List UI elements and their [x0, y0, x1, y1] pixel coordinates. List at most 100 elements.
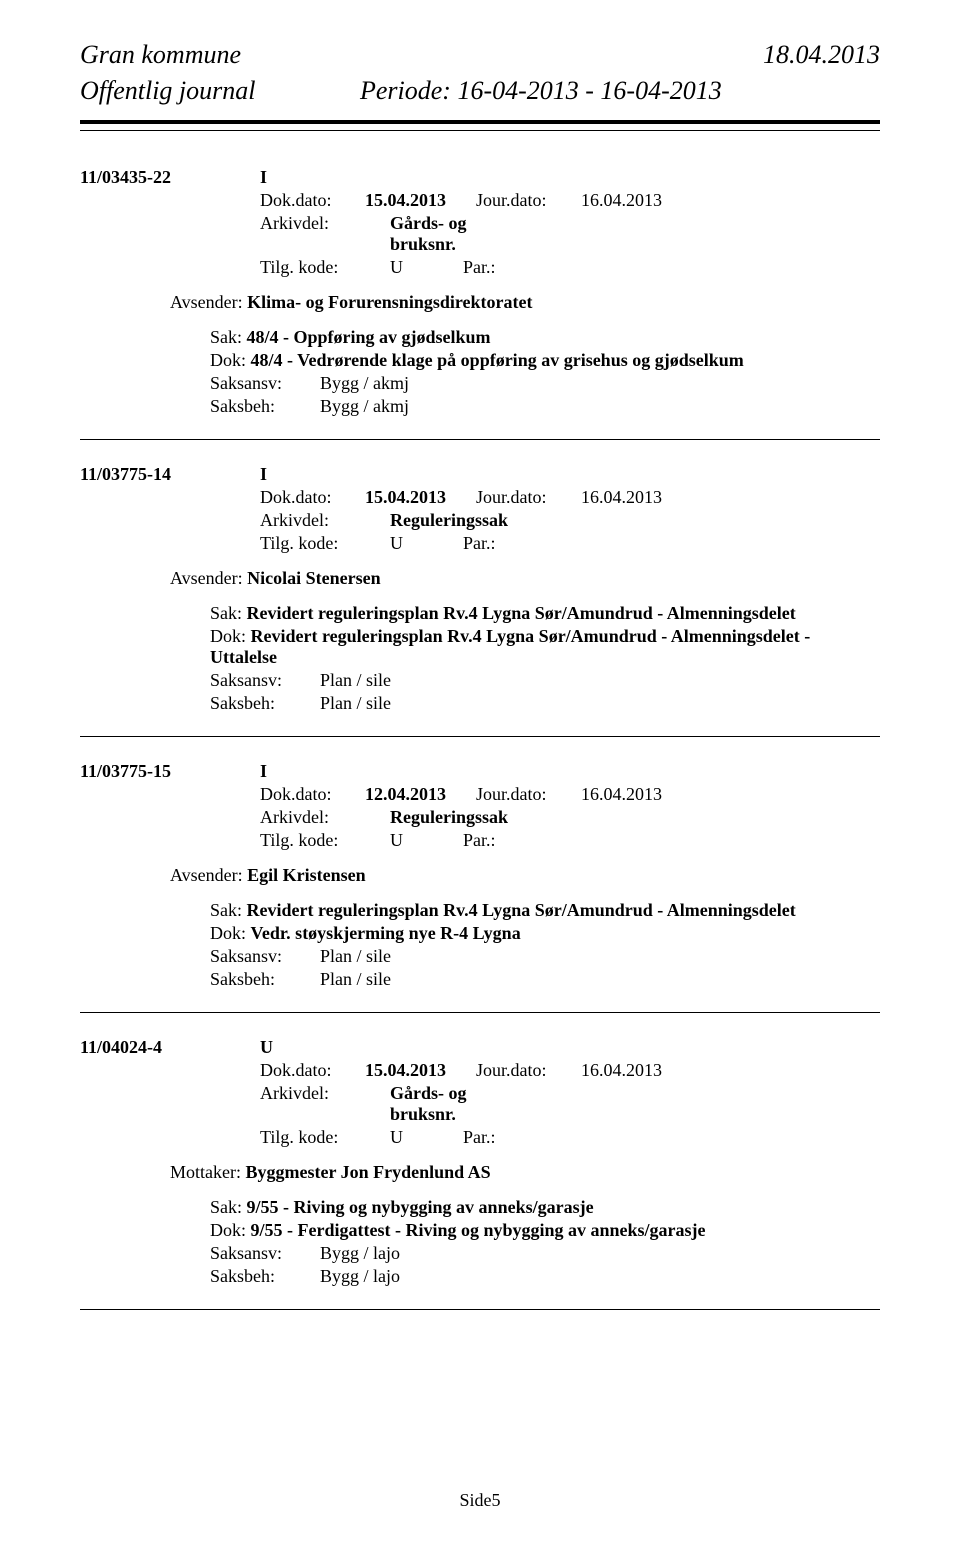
saksansv-row: Saksansv:Bygg / akmj	[210, 373, 880, 394]
dok-label: Dok:	[210, 350, 251, 370]
sak-value: Revidert reguleringsplan Rv.4 Lygna Sør/…	[247, 900, 796, 920]
saksbeh-label: Saksbeh:	[210, 969, 320, 990]
dokdato-row: Dok.dato:15.04.2013Jour.dato:16.04.2013	[260, 487, 880, 508]
tilgkode-value: U	[390, 830, 403, 850]
saksbeh-label: Saksbeh:	[210, 396, 320, 417]
arkivdel-value: Gårds- ogbruksnr.	[390, 1083, 467, 1125]
sak-row: Sak: 9/55 - Riving og nybygging av annek…	[210, 1197, 880, 1218]
saksansv-label: Saksansv:	[210, 373, 320, 394]
saksansv-value: Bygg / akmj	[320, 373, 409, 393]
dok-value: 48/4 - Vedrørende klage på oppføring av …	[251, 350, 744, 370]
header-date: 18.04.2013	[763, 40, 880, 70]
arkivdel-value: Reguleringssak	[390, 807, 508, 827]
saksansv-value: Plan / sile	[320, 670, 391, 690]
case-line: 11/03775-14I	[80, 464, 880, 485]
dok-label: Dok:	[210, 1220, 251, 1240]
arkivdel-value: Gårds- ogbruksnr.	[390, 213, 467, 255]
entry-separator	[80, 736, 880, 737]
municipality-name: Gran kommune	[80, 40, 241, 70]
dokdato-label: Dok.dato:	[260, 190, 365, 211]
tilgkode-row: Tilg. kode:UPar.:	[260, 257, 880, 278]
dok-value: Revidert reguleringsplan Rv.4 Lygna Sør/…	[210, 626, 810, 667]
journal-entry: 11/03435-22IDok.dato:15.04.2013Jour.dato…	[80, 167, 880, 440]
party-name: Klima- og Forurensningsdirektoratet	[247, 292, 532, 312]
sak-row: Sak: 48/4 - Oppføring av gjødselkum	[210, 327, 880, 348]
saksbeh-value: Plan / sile	[320, 693, 391, 713]
dok-value: Vedr. støyskjerming nye R-4 Lygna	[251, 923, 521, 943]
case-id: 11/03775-15	[80, 761, 260, 782]
arkivdel-row: Arkivdel:Reguleringssak	[260, 807, 880, 828]
saksansv-value: Plan / sile	[320, 946, 391, 966]
io-indicator: I	[260, 167, 267, 187]
saksansv-label: Saksansv:	[210, 946, 320, 967]
arkivdel-label: Arkivdel:	[260, 213, 390, 234]
party-row: Mottaker: Byggmester Jon Frydenlund AS	[170, 1162, 880, 1183]
saksbeh-row: Saksbeh:Plan / sile	[210, 969, 880, 990]
dok-value: 9/55 - Ferdigattest - Riving og nybyggin…	[251, 1220, 706, 1240]
page-footer: Side5	[0, 1490, 960, 1511]
io-indicator: U	[260, 1037, 273, 1057]
jourdato-value: 16.04.2013	[581, 784, 662, 804]
subheader-row: Offentlig journal Periode: 16-04-2013 - …	[80, 76, 880, 106]
dokdato-label: Dok.dato:	[260, 1060, 365, 1081]
case-line: 11/04024-4U	[80, 1037, 880, 1058]
tilgkode-label: Tilg. kode:	[260, 533, 390, 554]
journal-entry: 11/03775-15IDok.dato:12.04.2013Jour.dato…	[80, 761, 880, 1013]
party-label: Mottaker:	[170, 1162, 245, 1182]
sak-label: Sak:	[210, 900, 247, 920]
period: Periode: 16-04-2013 - 16-04-2013	[360, 76, 722, 106]
sak-block: Sak: Revidert reguleringsplan Rv.4 Lygna…	[210, 900, 880, 990]
tilgkode-value: U	[390, 257, 403, 277]
dokdato-value: 15.04.2013	[365, 190, 446, 210]
saksbeh-row: Saksbeh:Bygg / lajo	[210, 1266, 880, 1287]
entry-separator	[80, 1309, 880, 1310]
dok-label: Dok:	[210, 923, 251, 943]
dok-row: Dok: Revidert reguleringsplan Rv.4 Lygna…	[210, 626, 880, 668]
dokdato-row: Dok.dato:12.04.2013Jour.dato:16.04.2013	[260, 784, 880, 805]
meta-block: Dok.dato:15.04.2013Jour.dato:16.04.2013A…	[260, 487, 880, 554]
arkivdel-value: Reguleringssak	[390, 510, 508, 530]
saksansv-row: Saksansv:Bygg / lajo	[210, 1243, 880, 1264]
party-name: Egil Kristensen	[247, 865, 366, 885]
sak-label: Sak:	[210, 327, 247, 347]
party-label: Avsender:	[170, 568, 247, 588]
party-row: Avsender: Nicolai Stenersen	[170, 568, 880, 589]
party-label: Avsender:	[170, 292, 247, 312]
jourdato-value: 16.04.2013	[581, 1060, 662, 1080]
sak-block: Sak: 9/55 - Riving og nybygging av annek…	[210, 1197, 880, 1287]
jourdato-value: 16.04.2013	[581, 190, 662, 210]
tilgkode-value: U	[390, 1127, 403, 1147]
dok-row: Dok: Vedr. støyskjerming nye R-4 Lygna	[210, 923, 880, 944]
page: Gran kommune 18.04.2013 Offentlig journa…	[0, 0, 960, 1545]
party-label: Avsender:	[170, 865, 247, 885]
dok-label: Dok:	[210, 626, 251, 646]
arkivdel-label: Arkivdel:	[260, 510, 390, 531]
arkivdel-label: Arkivdel:	[260, 807, 390, 828]
case-line: 11/03775-15I	[80, 761, 880, 782]
dokdato-value: 12.04.2013	[365, 784, 446, 804]
arkivdel-row: Arkivdel:Gårds- ogbruksnr.	[260, 213, 880, 255]
sak-block: Sak: 48/4 - Oppføring av gjødselkumDok: …	[210, 327, 880, 417]
dokdato-value: 15.04.2013	[365, 487, 446, 507]
io-indicator: I	[260, 464, 267, 484]
sak-value: 48/4 - Oppføring av gjødselkum	[247, 327, 491, 347]
entries-container: 11/03435-22IDok.dato:15.04.2013Jour.dato…	[80, 167, 880, 1310]
case-id: 11/04024-4	[80, 1037, 260, 1058]
jourdato-label: Jour.dato:	[476, 487, 581, 508]
saksbeh-label: Saksbeh:	[210, 693, 320, 714]
saksbeh-value: Bygg / akmj	[320, 396, 409, 416]
par-label: Par.:	[463, 1127, 496, 1147]
par-label: Par.:	[463, 257, 496, 277]
dokdato-label: Dok.dato:	[260, 487, 365, 508]
dok-row: Dok: 48/4 - Vedrørende klage på oppførin…	[210, 350, 880, 371]
meta-block: Dok.dato:12.04.2013Jour.dato:16.04.2013A…	[260, 784, 880, 851]
saksansv-label: Saksansv:	[210, 1243, 320, 1264]
tilgkode-label: Tilg. kode:	[260, 830, 390, 851]
party-name: Nicolai Stenersen	[247, 568, 380, 588]
party-name: Byggmester Jon Frydenlund AS	[245, 1162, 490, 1182]
dokdato-value: 15.04.2013	[365, 1060, 446, 1080]
journal-label: Offentlig journal	[80, 76, 360, 106]
sak-row: Sak: Revidert reguleringsplan Rv.4 Lygna…	[210, 603, 880, 624]
jourdato-label: Jour.dato:	[476, 1060, 581, 1081]
sak-value: 9/55 - Riving og nybygging av anneks/gar…	[247, 1197, 594, 1217]
